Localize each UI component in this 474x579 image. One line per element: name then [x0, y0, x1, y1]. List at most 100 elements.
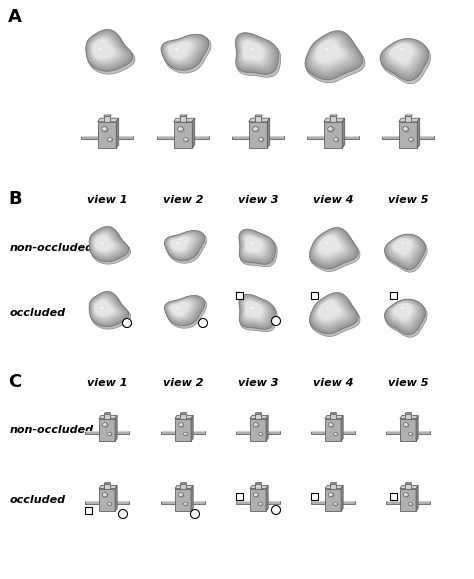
Ellipse shape [100, 242, 103, 244]
Ellipse shape [174, 306, 181, 310]
Ellipse shape [329, 493, 335, 498]
Polygon shape [95, 235, 113, 251]
Text: B: B [8, 190, 22, 208]
Polygon shape [245, 236, 264, 254]
Ellipse shape [250, 241, 255, 245]
Ellipse shape [102, 423, 107, 427]
Text: view 1: view 1 [87, 195, 127, 205]
Polygon shape [245, 301, 264, 318]
Polygon shape [308, 34, 356, 74]
Bar [157, 135, 173, 139]
Ellipse shape [108, 138, 112, 141]
Ellipse shape [179, 493, 182, 496]
Polygon shape [386, 235, 422, 266]
Ellipse shape [409, 138, 413, 141]
Ellipse shape [108, 433, 112, 435]
Ellipse shape [334, 138, 338, 141]
Ellipse shape [409, 503, 412, 505]
Ellipse shape [334, 503, 337, 505]
Ellipse shape [403, 493, 408, 497]
Polygon shape [90, 36, 121, 63]
Polygon shape [161, 34, 209, 70]
Ellipse shape [400, 241, 406, 245]
Polygon shape [400, 489, 416, 511]
Ellipse shape [259, 433, 262, 435]
Text: view 2: view 2 [163, 195, 203, 205]
Polygon shape [311, 229, 355, 266]
Ellipse shape [400, 306, 405, 310]
Ellipse shape [250, 306, 255, 310]
Polygon shape [165, 231, 204, 260]
Polygon shape [173, 118, 195, 122]
Ellipse shape [401, 241, 405, 245]
Polygon shape [311, 36, 350, 69]
Ellipse shape [259, 138, 264, 141]
Polygon shape [90, 292, 128, 326]
Ellipse shape [178, 127, 183, 131]
Ellipse shape [403, 493, 409, 497]
Ellipse shape [108, 433, 111, 435]
Ellipse shape [404, 423, 410, 428]
Polygon shape [241, 39, 267, 64]
Ellipse shape [179, 423, 184, 428]
Ellipse shape [103, 127, 106, 130]
Polygon shape [242, 233, 268, 258]
Bar [310, 431, 325, 434]
Ellipse shape [334, 503, 337, 505]
Polygon shape [241, 232, 271, 260]
Ellipse shape [334, 503, 337, 505]
Ellipse shape [334, 138, 337, 141]
Ellipse shape [328, 423, 334, 427]
Polygon shape [239, 37, 270, 67]
Ellipse shape [401, 307, 404, 309]
Ellipse shape [175, 307, 180, 310]
Polygon shape [242, 232, 270, 259]
Polygon shape [241, 39, 266, 63]
Polygon shape [243, 298, 267, 322]
Ellipse shape [254, 423, 258, 427]
Ellipse shape [259, 503, 262, 505]
Ellipse shape [329, 493, 333, 496]
Polygon shape [385, 234, 424, 268]
Polygon shape [91, 229, 124, 259]
Ellipse shape [102, 127, 107, 130]
Ellipse shape [329, 423, 335, 428]
Polygon shape [330, 115, 337, 116]
Ellipse shape [404, 423, 407, 426]
Bar [391, 291, 398, 299]
Ellipse shape [334, 503, 337, 505]
Polygon shape [250, 419, 266, 441]
Ellipse shape [402, 127, 409, 131]
Ellipse shape [102, 127, 107, 131]
Polygon shape [238, 36, 273, 69]
Ellipse shape [178, 423, 183, 427]
Polygon shape [166, 298, 199, 322]
Ellipse shape [176, 242, 179, 244]
Ellipse shape [103, 493, 106, 496]
Ellipse shape [254, 493, 257, 496]
Ellipse shape [329, 493, 332, 496]
Ellipse shape [398, 47, 405, 52]
Ellipse shape [403, 127, 408, 131]
Ellipse shape [102, 493, 108, 497]
Ellipse shape [401, 307, 403, 309]
Bar [161, 431, 175, 434]
Ellipse shape [178, 127, 182, 130]
Ellipse shape [253, 127, 260, 133]
Polygon shape [313, 38, 347, 67]
Polygon shape [255, 484, 261, 489]
Ellipse shape [328, 127, 332, 130]
Polygon shape [399, 122, 417, 148]
Polygon shape [168, 42, 191, 58]
Ellipse shape [259, 503, 263, 505]
Ellipse shape [259, 433, 262, 435]
Ellipse shape [334, 433, 337, 435]
Polygon shape [93, 233, 117, 254]
Polygon shape [391, 302, 415, 323]
Polygon shape [312, 230, 353, 265]
Polygon shape [416, 416, 418, 441]
Ellipse shape [404, 423, 408, 426]
Ellipse shape [252, 307, 254, 309]
Polygon shape [91, 295, 123, 323]
Ellipse shape [409, 138, 412, 141]
